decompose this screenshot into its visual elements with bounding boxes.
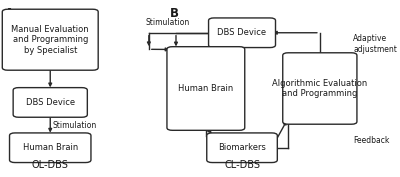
Text: Manual Evaluation
and Programming
by Specialist: Manual Evaluation and Programming by Spe… xyxy=(12,25,89,55)
FancyBboxPatch shape xyxy=(13,88,87,117)
Text: Human Brain: Human Brain xyxy=(178,84,234,93)
Text: Stimulation: Stimulation xyxy=(145,18,190,27)
Text: Feedback: Feedback xyxy=(353,136,390,145)
FancyBboxPatch shape xyxy=(167,47,245,130)
FancyBboxPatch shape xyxy=(208,18,276,48)
Text: A: A xyxy=(5,7,14,20)
FancyBboxPatch shape xyxy=(10,133,91,162)
FancyBboxPatch shape xyxy=(283,53,357,124)
Text: Adaptive
adjustment: Adaptive adjustment xyxy=(353,34,397,54)
Text: DBS Device: DBS Device xyxy=(26,98,75,107)
Text: DBS Device: DBS Device xyxy=(218,28,266,37)
Text: CL-DBS: CL-DBS xyxy=(224,160,260,170)
Text: Algorithmic Evaluation
and Programming: Algorithmic Evaluation and Programming xyxy=(272,79,368,98)
Text: Human Brain: Human Brain xyxy=(23,143,78,152)
Text: Biomarkers: Biomarkers xyxy=(218,143,266,152)
FancyBboxPatch shape xyxy=(2,9,98,70)
Text: OL-DBS: OL-DBS xyxy=(32,160,69,170)
Text: B: B xyxy=(170,7,179,20)
Text: Stimulation: Stimulation xyxy=(52,121,96,130)
FancyBboxPatch shape xyxy=(207,133,277,162)
